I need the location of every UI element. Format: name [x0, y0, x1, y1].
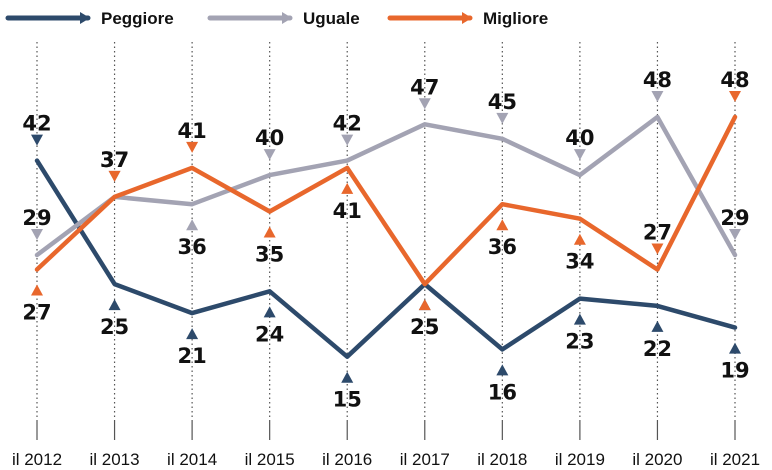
value-marker [729, 91, 741, 103]
value-marker [341, 134, 354, 146]
value-label: 25 [410, 315, 439, 339]
value-label: 42 [333, 112, 362, 136]
series-line [34, 114, 738, 287]
x-tick-label: il 2019 [555, 450, 605, 469]
value-marker [496, 112, 509, 124]
x-tick-label: il 2015 [245, 450, 295, 469]
value-label: 41 [333, 199, 362, 223]
value-label: 24 [255, 322, 284, 346]
value-label: 29 [720, 206, 749, 230]
legend-label: Uguale [303, 9, 360, 28]
legend-arrow [80, 12, 90, 24]
x-tick-label: il 2016 [322, 450, 372, 469]
value-marker [496, 364, 509, 376]
value-marker [729, 342, 741, 354]
value-marker [186, 141, 199, 153]
value-label: 48 [720, 68, 749, 92]
value-marker [651, 91, 664, 103]
value-label: 37 [100, 148, 129, 172]
x-axis-ticks: il 2012 il 2013 il 2014 il 2015 il 2016 il 20… [12, 420, 760, 469]
value-marker [108, 299, 121, 311]
value-label: 36 [177, 235, 206, 259]
legend-arrow [462, 12, 472, 24]
value-label: 27 [643, 221, 672, 245]
value-label: 16 [488, 380, 517, 404]
value-marker [418, 299, 431, 311]
value-label: 22 [643, 337, 672, 361]
value-label: 25 [410, 315, 439, 339]
series-line [34, 158, 738, 359]
value-label: 41 [177, 119, 206, 143]
legend-item: Peggiore [5, 9, 174, 28]
value-label: 27 [22, 301, 51, 325]
value-marker [31, 134, 43, 146]
series-line [34, 114, 738, 258]
value-label: 36 [488, 235, 517, 259]
value-marker [31, 284, 43, 296]
value-label: 48 [643, 68, 672, 92]
legend-item: Uguale [207, 9, 360, 28]
value-label: 19 [720, 359, 749, 383]
value-marker [31, 229, 43, 241]
value-label: 47 [410, 75, 439, 99]
value-marker [729, 229, 741, 241]
value-label: 21 [177, 344, 206, 368]
x-tick-label: il 2021 [710, 450, 760, 469]
value-marker [496, 219, 509, 231]
value-marker [263, 226, 276, 238]
value-label: 37 [100, 148, 129, 172]
legend-arrow [282, 12, 292, 24]
x-tick-label: il 2012 [12, 450, 62, 469]
value-marker [341, 371, 354, 383]
x-tick-label: il 2017 [400, 450, 450, 469]
value-marker [108, 170, 121, 182]
x-tick-label: il 2020 [632, 450, 682, 469]
value-label: 29 [22, 206, 51, 230]
value-marker [573, 313, 586, 325]
value-label: 15 [333, 388, 362, 412]
value-label: 42 [22, 112, 51, 136]
value-label: 40 [255, 126, 284, 150]
value-label: 45 [488, 90, 517, 114]
value-label: 25 [100, 315, 129, 339]
value-labels: 42 25 21 24 15 25 16 23 22 19 29 37 36 40 42 47 45 40 48 29… [22, 68, 749, 412]
value-marker [263, 149, 276, 161]
value-marker [651, 243, 664, 255]
x-tick-label: il 2014 [167, 450, 217, 469]
value-label: 34 [565, 250, 594, 274]
value-marker [418, 98, 431, 110]
series-lines [34, 114, 738, 359]
value-label: 40 [565, 126, 594, 150]
value-label: 23 [565, 330, 594, 354]
value-label: 35 [255, 242, 284, 266]
value-marker [263, 306, 276, 318]
value-markers [31, 91, 741, 383]
legend-item: Migliore [387, 9, 548, 28]
value-marker [186, 219, 199, 231]
legend-label: Migliore [483, 9, 548, 28]
legend-label: Peggiore [101, 9, 174, 28]
value-marker [186, 328, 199, 340]
value-marker [573, 233, 586, 245]
x-tick-label: il 2018 [477, 450, 527, 469]
vertical-guides [36, 42, 736, 420]
value-marker [573, 149, 586, 161]
value-marker [651, 320, 664, 332]
legend: Peggiore Uguale Migliore [5, 9, 548, 28]
x-tick-label: il 2013 [90, 450, 140, 469]
value-marker [341, 182, 354, 194]
